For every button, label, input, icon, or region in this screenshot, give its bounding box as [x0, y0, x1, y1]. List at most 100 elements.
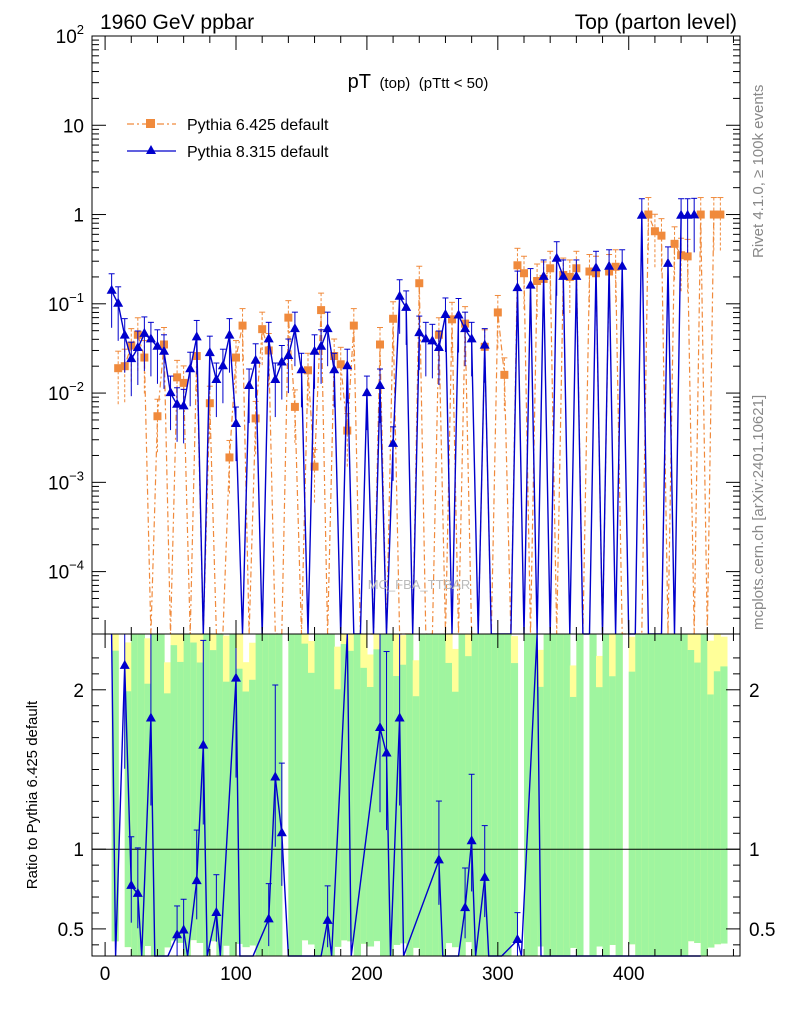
y-tick-label-exponent: −1 — [69, 290, 84, 305]
ratio-band-green — [111, 650, 119, 942]
data-point-pythia6 — [349, 321, 358, 330]
data-point-pythia6 — [585, 267, 594, 276]
ratio-band-green — [530, 634, 538, 956]
ratio-band-green — [641, 634, 649, 956]
ratio-band-green — [668, 634, 676, 956]
data-point-pythia8 — [329, 364, 340, 374]
ratio-band-green — [340, 644, 348, 941]
data-point-pythia6 — [448, 315, 456, 324]
data-point-pythia6 — [317, 306, 326, 315]
ratio-band-green — [694, 662, 702, 944]
ratio-band-green — [491, 634, 499, 956]
x-tick-label: 400 — [613, 964, 645, 985]
data-point-pythia6 — [284, 313, 293, 322]
data-point-pythia8 — [689, 209, 700, 219]
ratio-data-point — [381, 747, 392, 757]
x-tick-label: 100 — [220, 964, 252, 985]
legend-entry-pythia6: Pythia 6.425 default — [127, 117, 329, 134]
data-point-pythia6 — [343, 426, 352, 435]
data-point-pythia6 — [546, 264, 555, 273]
ratio-band-green — [674, 634, 682, 956]
y-tick-label-exponent: 2 — [77, 22, 84, 37]
data-point-pythia8 — [270, 374, 281, 384]
ratio-data-point — [460, 902, 471, 912]
data-point-pythia8 — [263, 333, 274, 343]
data-point-pythia8 — [394, 290, 405, 300]
ratio-data-point — [231, 672, 241, 682]
ratio-band-green — [576, 634, 584, 956]
data-point-pythia8 — [132, 341, 143, 351]
data-point-pythia8 — [375, 380, 385, 390]
ratio-band-green — [471, 634, 479, 956]
ratio-band-green — [569, 696, 577, 948]
data-point-pythia8 — [217, 360, 228, 370]
ratio-band-green — [380, 634, 388, 956]
data-point-pythia8 — [165, 387, 176, 397]
ratio-band-green — [150, 634, 159, 956]
x-tick-label: 300 — [482, 964, 514, 985]
y-tick-label: 102 — [56, 22, 84, 48]
y-tick-label: 10−3 — [48, 468, 84, 494]
ratio-band-green — [596, 687, 604, 947]
main-plot-data — [106, 197, 725, 635]
data-point-pythia8 — [231, 418, 241, 428]
watermark: MC_FBA_TTBAR — [368, 577, 471, 592]
ratio-band-green — [700, 634, 708, 956]
data-point-pythia8 — [289, 323, 300, 333]
data-point-pythia6 — [336, 360, 345, 369]
data-point-pythia8 — [204, 347, 215, 357]
ratio-band-green — [550, 634, 558, 956]
ratio-band-green — [209, 650, 217, 942]
ratio-data-point — [375, 722, 385, 732]
data-point-pythia6 — [644, 210, 653, 219]
ratio-band-green — [360, 667, 368, 944]
ratio-band-green — [687, 650, 695, 942]
plot-title-cut: (pTtt < 50) — [419, 75, 489, 92]
y-tick-label: 10−4 — [48, 558, 84, 584]
data-point-pythia8 — [414, 327, 425, 337]
data-point-pythia8 — [106, 284, 117, 294]
ratio-band-green — [609, 676, 617, 945]
ratio-band-green — [216, 634, 224, 956]
data-point-pythia8 — [551, 252, 562, 262]
y-tick-label-base: 10 — [48, 563, 69, 584]
data-point-pythia6 — [565, 272, 574, 281]
data-point-pythia6 — [153, 412, 162, 421]
y-tick-label-exponent: −3 — [69, 468, 84, 483]
data-point-pythia8 — [433, 341, 444, 351]
data-point-pythia8 — [316, 340, 327, 350]
rivet-label: Rivet 4.1.0, ≥ 100k events — [750, 85, 767, 258]
ratio-band-green — [288, 634, 296, 956]
ratio-band-green — [301, 643, 309, 941]
data-point-pythia6 — [376, 340, 384, 349]
ratio-band-green — [249, 679, 257, 946]
data-point-pythia8 — [113, 297, 124, 307]
data-point-pythia8 — [139, 327, 150, 337]
ratio-band-green — [510, 663, 519, 944]
plot-title-main: pT — [348, 71, 371, 93]
ratio-band-green — [144, 683, 152, 947]
ratio-y-tick-label-right: 0.5 — [749, 920, 775, 941]
ratio-band-green — [275, 634, 283, 956]
ratio-data-point — [270, 771, 281, 781]
ratio-band-green — [229, 634, 237, 956]
data-point-pythia6 — [290, 402, 299, 411]
data-point-pythia8 — [558, 270, 569, 280]
ratio-band-green — [406, 634, 414, 956]
data-point-pythia6 — [670, 239, 679, 248]
ratio-data-point — [433, 854, 444, 864]
data-point-pythia6 — [696, 210, 705, 219]
data-point-pythia8 — [309, 345, 320, 355]
plot-title-sub: (top) — [379, 75, 410, 92]
data-point-pythia6 — [225, 453, 234, 462]
y-tick-label-base: 10 — [48, 473, 69, 494]
ratio-data-point — [394, 712, 405, 722]
data-point-pythia6 — [493, 308, 502, 317]
ratio-band-green — [222, 681, 231, 946]
data-point-pythia6 — [415, 279, 424, 288]
y-tick-label-exponent: −4 — [69, 558, 84, 573]
data-point-pythia6 — [251, 414, 260, 423]
ratio-band-green — [399, 664, 407, 944]
plot-title: pT (top) (pTtt < 50) — [348, 71, 489, 93]
